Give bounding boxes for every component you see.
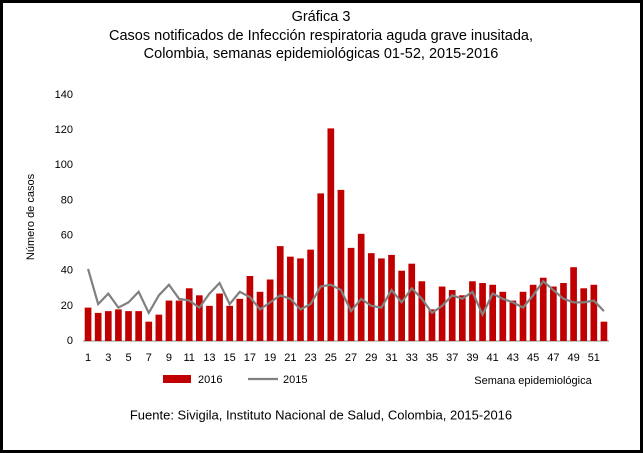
y-tick-label: 120 — [55, 124, 73, 136]
chart-title: Gráfica 3 — [292, 9, 351, 25]
y-tick-label: 20 — [61, 300, 73, 312]
x-tick-label: 35 — [426, 352, 438, 364]
bar — [560, 283, 567, 341]
bar — [489, 284, 497, 341]
source: Fuente: Sivigila, Instituto Nacional de … — [130, 407, 512, 422]
bar — [175, 300, 183, 341]
y-tick-label: 40 — [61, 265, 73, 277]
bar — [539, 277, 547, 341]
x-tick-label: 41 — [487, 352, 499, 364]
bar — [135, 311, 142, 341]
bar — [357, 233, 365, 341]
bar — [317, 193, 325, 341]
bar — [307, 249, 314, 341]
x-tick-label: 15 — [224, 352, 236, 364]
bar — [590, 284, 598, 341]
bar — [276, 246, 284, 341]
bar — [408, 263, 416, 341]
bar — [418, 281, 426, 341]
x-tick-label: 33 — [406, 352, 418, 364]
bar — [206, 305, 213, 341]
bar — [84, 307, 92, 341]
x-tick-label: 39 — [466, 352, 478, 364]
bar — [367, 253, 375, 341]
x-tick-label: 7 — [146, 352, 152, 364]
bar — [337, 189, 345, 341]
bar — [509, 300, 517, 341]
x-tick-label: 3 — [105, 352, 111, 364]
x-tick-label: 5 — [125, 352, 131, 364]
x-tick-label: 27 — [345, 352, 357, 364]
bar — [448, 290, 456, 341]
bar — [195, 295, 203, 341]
bar — [469, 281, 476, 341]
x-tick-label: 9 — [166, 352, 172, 364]
bar — [125, 311, 132, 341]
x-tick-label: 51 — [588, 352, 600, 364]
bar — [297, 258, 304, 341]
x-tick-label: 21 — [284, 352, 296, 364]
bar — [145, 321, 153, 341]
bar — [115, 309, 122, 341]
bar — [438, 286, 446, 341]
bar — [226, 305, 234, 341]
x-tick-label: 19 — [264, 352, 276, 364]
y-tick-label: 100 — [55, 159, 73, 171]
bar — [458, 295, 466, 341]
legend-swatch — [163, 375, 191, 383]
bar — [347, 247, 355, 341]
x-tick-label: 17 — [244, 352, 256, 364]
bar — [580, 288, 588, 341]
bar — [388, 254, 395, 341]
legend-label: 2016 — [198, 374, 222, 386]
bar — [104, 311, 112, 341]
bar — [165, 300, 173, 341]
y-tick-label: 140 — [55, 89, 73, 101]
bar — [327, 128, 335, 341]
x-tick-label: 31 — [385, 352, 397, 364]
y-axis-label: Número de casos — [25, 173, 37, 260]
line — [87, 268, 605, 318]
x-tick-label: 25 — [325, 352, 337, 364]
x-tick-label: 37 — [446, 352, 458, 364]
y-tick-label: 0 — [67, 335, 73, 347]
x-tick-label: 43 — [507, 352, 519, 364]
y-tick-label: 60 — [61, 229, 73, 241]
legend-label: 2015 — [283, 374, 307, 386]
bar — [256, 291, 264, 341]
bar — [570, 267, 577, 341]
chart-subtitle: Casos notificados de Infección respirato… — [109, 28, 533, 44]
bar — [378, 258, 385, 341]
bar — [428, 309, 436, 341]
chart-subtitle: Colombia, semanas epidemiológicas 01-52,… — [144, 46, 499, 62]
y-tick-label: 80 — [61, 194, 73, 206]
x-tick-label: 47 — [547, 352, 559, 364]
x-tick-label: 11 — [184, 352, 195, 364]
chart: Gráfica 3 Casos notificados de Infección… — [25, 9, 609, 422]
bar — [94, 312, 102, 341]
x-tick-label: 1 — [85, 352, 91, 364]
bar — [499, 291, 507, 341]
x-tick-label: 45 — [527, 352, 539, 364]
x-tick-label: 49 — [567, 352, 579, 364]
bar — [155, 314, 163, 341]
bar — [529, 284, 537, 341]
x-axis-label: Semana epidemiológica — [474, 375, 592, 387]
bar — [550, 286, 557, 341]
x-tick-label: 23 — [304, 352, 316, 364]
x-tick-label: 13 — [203, 352, 215, 364]
bar — [246, 275, 254, 341]
bar — [398, 270, 405, 341]
bar — [216, 293, 223, 341]
bar — [600, 321, 608, 341]
bar — [236, 298, 244, 341]
bar — [519, 291, 527, 341]
x-tick-label: 29 — [365, 352, 377, 364]
bar — [266, 279, 274, 341]
bar — [185, 288, 193, 341]
